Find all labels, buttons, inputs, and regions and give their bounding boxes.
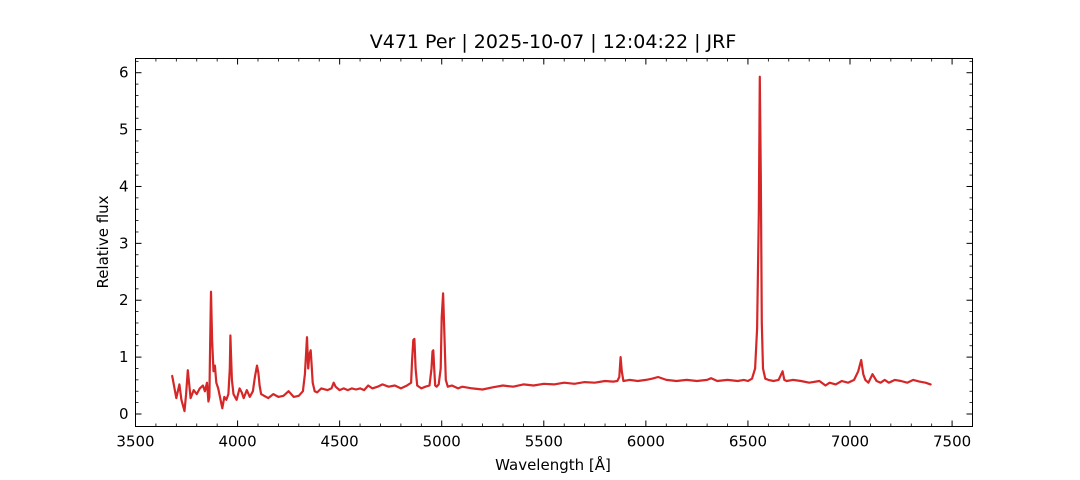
axis-ticks: 3500 4000 4500 5000 5500 6000 6500 7000 7500 0 1 2 3…: [116, 58, 973, 451]
y-tick-label: 3: [119, 234, 129, 252]
spectrum-series-line: [171, 75, 932, 413]
y-tick-label: 0: [119, 405, 129, 423]
plot-frame: [135, 58, 973, 427]
x-tick-label: 7000: [831, 433, 869, 451]
x-tick-label: 5000: [423, 433, 461, 451]
y-axis-label: Relative flux: [94, 195, 112, 288]
x-tick-label: 5500: [525, 433, 563, 451]
x-tick-label: 6500: [729, 433, 767, 451]
x-tick-label: 4000: [218, 433, 256, 451]
y-tick-label: 6: [119, 64, 129, 82]
x-tick-label: 4500: [321, 433, 359, 451]
y-tick-label: 2: [119, 291, 129, 309]
x-axis-label: Wavelength [Å]: [495, 455, 611, 474]
y-tick-label: 5: [119, 121, 129, 139]
y-tick-label: 4: [119, 177, 129, 195]
x-tick-label: 3500: [116, 433, 154, 451]
x-tick-label: 6000: [627, 433, 665, 451]
y-tick-label: 1: [119, 348, 129, 366]
x-tick-label: 7500: [933, 433, 971, 451]
chart-title: V471 Per | 2025-10-07 | 12:04:22 | JRF: [370, 31, 737, 53]
